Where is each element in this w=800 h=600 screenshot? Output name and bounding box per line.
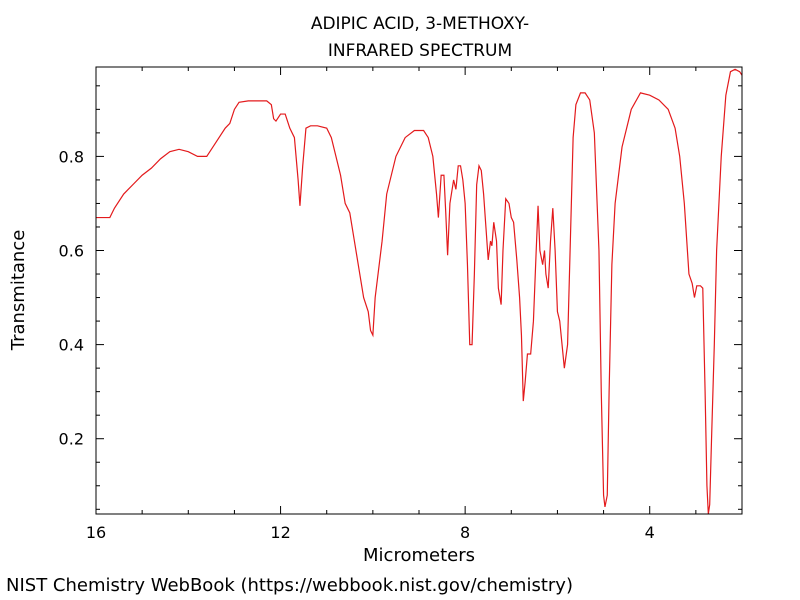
x-tick-label-12: 12	[270, 523, 290, 542]
chart-title: ADIPIC ACID, 3-METHOXY-	[311, 14, 529, 34]
y-tick-label-0.2: 0.2	[59, 430, 84, 449]
spectrum-line	[96, 68, 742, 514]
chart-subtitle: INFRARED SPECTRUM	[328, 41, 512, 61]
x-axis-label: Micrometers	[363, 545, 475, 566]
axis-tick-labels: 16 12 8 4 0.2 0.4 0.6 0.8	[59, 147, 655, 542]
plot-frame	[95, 66, 743, 515]
y-tick-label-0.6: 0.6	[59, 242, 84, 261]
source-footer: NIST Chemistry WebBook (https://webbook.…	[6, 575, 573, 596]
axis-ticks	[95, 67, 743, 514]
x-tick-label-8: 8	[460, 523, 470, 542]
x-tick-label-16: 16	[86, 523, 106, 542]
y-tick-label-0.4: 0.4	[59, 336, 84, 355]
y-tick-label-0.8: 0.8	[59, 147, 84, 166]
x-tick-label-4: 4	[645, 523, 655, 542]
y-axis-label: Transmitance	[8, 230, 29, 352]
